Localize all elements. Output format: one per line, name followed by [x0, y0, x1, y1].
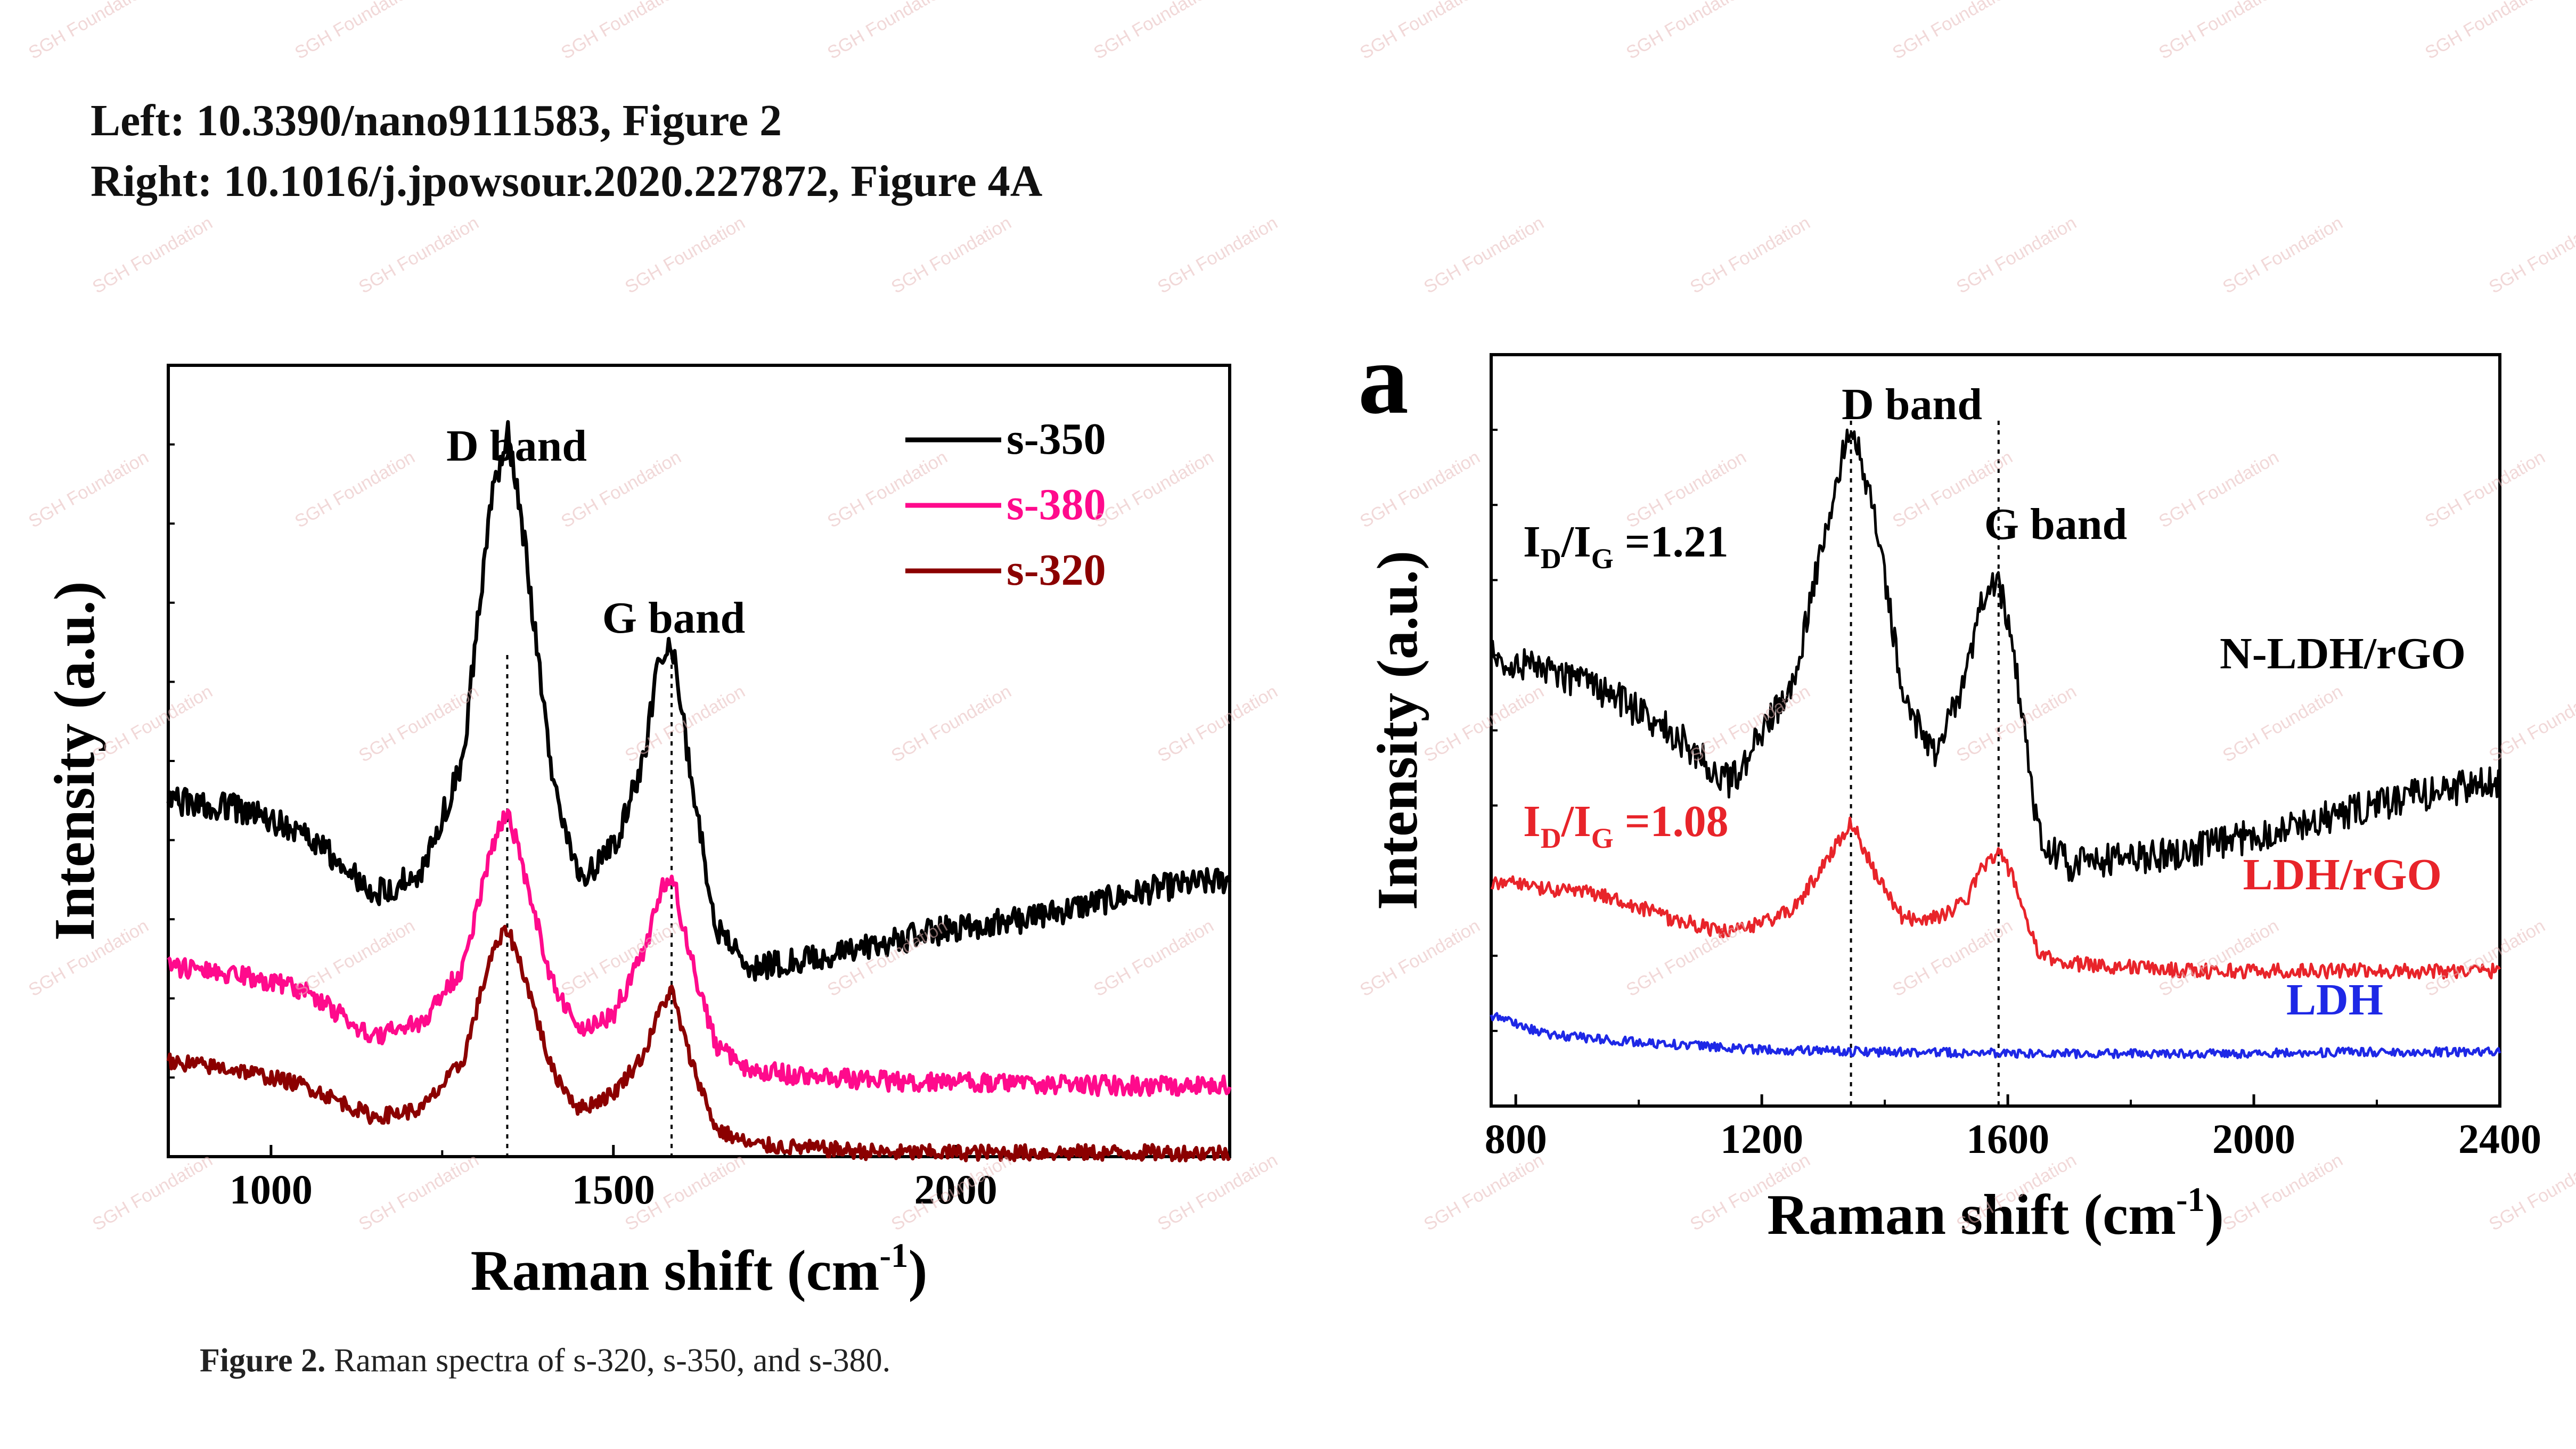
x-tick-label: 1500: [572, 1166, 655, 1213]
x-tick-label: 1000: [230, 1166, 313, 1213]
header-line-1: Left: 10.3390/nano9111583, Figure 2: [91, 96, 782, 145]
panel-label-a: a: [1358, 323, 1409, 435]
series-line-s-350: [166, 420, 1232, 982]
annotation-d-band: D band: [446, 421, 587, 471]
x-tick-label: 1600: [1966, 1116, 2049, 1162]
series-line-s-320: [166, 924, 1231, 1163]
x-tick-label: 2000: [914, 1166, 997, 1213]
left-chart: 1000 1500 2000 Raman shift (cm-1) Intensity …: [43, 364, 1232, 1303]
ratio-annotation-ldh-rgo: ID/IG =1.08: [1523, 797, 1729, 854]
legend-label-s-320: s-320: [1007, 545, 1106, 595]
y-axis-label: Intensity (a.u.): [1366, 551, 1429, 910]
annotation-d-band: D band: [1842, 380, 1982, 429]
legend-label-s-380: s-380: [1007, 480, 1106, 529]
x-tick-label: 2000: [2212, 1116, 2295, 1162]
x-axis-label: Raman shift (cm-1): [471, 1237, 928, 1303]
legend-label-s-350: s-350: [1007, 414, 1106, 464]
x-tick-label: 1200: [1720, 1116, 1803, 1162]
y-axis-label: Intensity (a.u.): [43, 581, 107, 940]
x-axis-label: Raman shift (cm-1): [1767, 1181, 2224, 1247]
ratio-annotation-n-ldh-rgo: ID/IG =1.21: [1523, 517, 1729, 575]
x-tick-label: 2400: [2458, 1116, 2541, 1162]
figure-caption: Figure 2. Raman spectra of s-320, s-350,…: [200, 1342, 890, 1380]
series-label-ldh: LDH: [2286, 975, 2383, 1025]
series-line-s-380: [167, 808, 1232, 1098]
right-chart: 800 1200 1600 2000 2400 Raman shift (cm-1) Int…: [1358, 323, 2541, 1247]
caption-text: Raman spectra of s-320, s-350, and s-380…: [325, 1342, 891, 1379]
x-tick-label: 800: [1485, 1116, 1547, 1162]
series-label-ldh-rgo: LDH/rGO: [2243, 850, 2442, 899]
series-label-n-ldh-rgo: N-LDH/rGO: [2220, 629, 2466, 678]
annotation-g-band: G band: [602, 593, 746, 643]
series-line-ldh: [1490, 1012, 2501, 1060]
series-line-n-ldh-rgo: [1490, 428, 2501, 882]
annotation-g-band: G band: [1984, 500, 2128, 549]
header-line-2: Right: 10.1016/j.jpowsour.2020.227872, F…: [91, 157, 1043, 206]
series-line-ldh-rgo: [1490, 816, 2501, 980]
caption-label: Figure 2.: [200, 1342, 326, 1379]
